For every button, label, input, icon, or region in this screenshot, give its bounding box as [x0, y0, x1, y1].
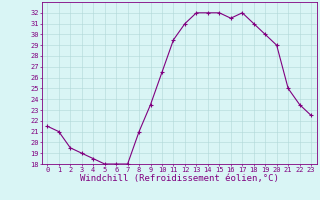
X-axis label: Windchill (Refroidissement éolien,°C): Windchill (Refroidissement éolien,°C): [80, 174, 279, 183]
